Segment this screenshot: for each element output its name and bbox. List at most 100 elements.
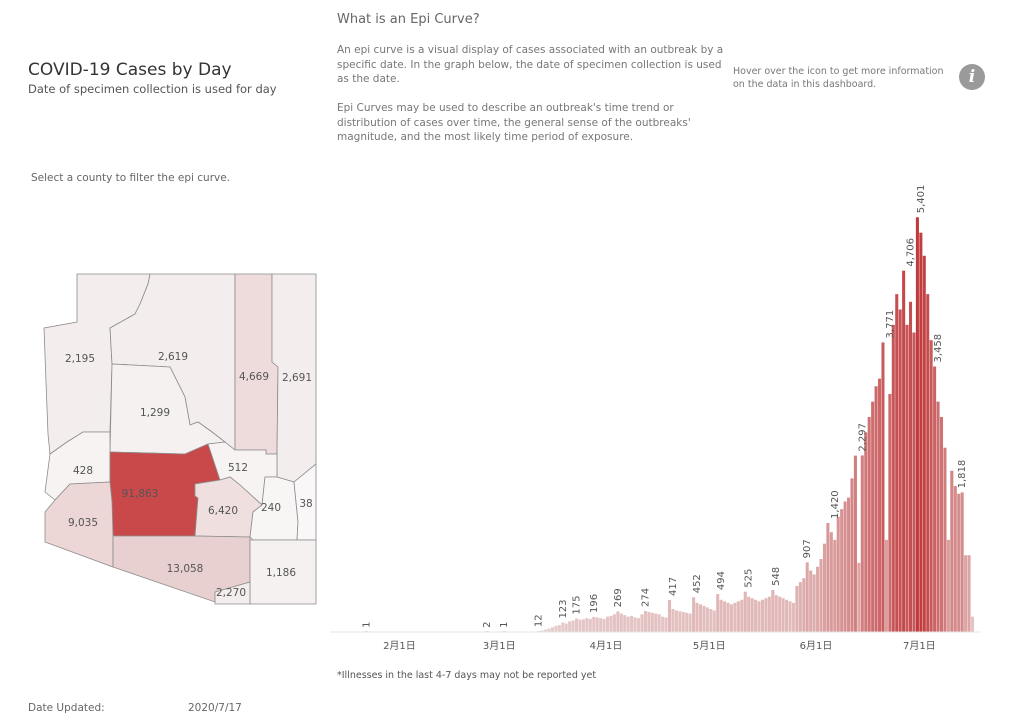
bar[interactable] — [888, 393, 892, 632]
bar[interactable] — [599, 618, 603, 632]
bar[interactable] — [661, 616, 665, 632]
bar[interactable] — [650, 612, 654, 632]
county-santa-cruz[interactable] — [214, 581, 251, 605]
bar[interactable] — [798, 582, 802, 632]
bar[interactable] — [822, 543, 826, 632]
county-cochise[interactable] — [249, 539, 317, 605]
bar[interactable] — [788, 601, 792, 632]
bar[interactable] — [719, 599, 723, 632]
bar[interactable] — [592, 616, 596, 632]
bar[interactable] — [812, 574, 816, 632]
bar[interactable] — [964, 555, 968, 632]
bar[interactable] — [919, 232, 923, 632]
bar[interactable] — [723, 601, 727, 632]
bar[interactable] — [774, 595, 778, 632]
bar[interactable] — [847, 497, 851, 632]
bar[interactable] — [881, 342, 885, 632]
bar[interactable] — [557, 625, 561, 632]
bar[interactable] — [702, 605, 706, 632]
bar[interactable] — [867, 417, 871, 632]
bar[interactable] — [915, 217, 919, 632]
bar[interactable] — [647, 612, 651, 632]
bar[interactable] — [829, 532, 833, 632]
bar[interactable] — [850, 478, 854, 632]
bar[interactable] — [657, 614, 661, 632]
bar[interactable] — [743, 591, 747, 632]
bar[interactable] — [819, 559, 823, 632]
bar[interactable] — [946, 539, 950, 632]
bar[interactable] — [623, 615, 627, 632]
bar[interactable] — [674, 610, 678, 633]
bar[interactable] — [729, 604, 734, 632]
bar[interactable] — [578, 619, 582, 632]
bar[interactable] — [809, 570, 813, 632]
bar[interactable] — [544, 629, 548, 632]
bar[interactable] — [902, 270, 906, 632]
bar[interactable] — [857, 562, 861, 632]
bar[interactable] — [588, 618, 592, 632]
bar[interactable] — [754, 599, 758, 632]
bar[interactable] — [933, 366, 937, 632]
bar[interactable] — [633, 617, 637, 632]
bar[interactable] — [905, 324, 909, 632]
bar[interactable] — [884, 539, 888, 632]
bar[interactable] — [561, 622, 565, 632]
bar[interactable] — [547, 628, 551, 632]
bar[interactable] — [795, 585, 799, 632]
bar[interactable] — [833, 539, 837, 632]
bar[interactable] — [853, 455, 857, 632]
bar[interactable] — [709, 608, 713, 632]
bar[interactable] — [771, 589, 775, 632]
bar[interactable] — [585, 618, 589, 632]
bar[interactable] — [757, 601, 761, 632]
bar[interactable] — [967, 555, 971, 632]
bar[interactable] — [695, 602, 699, 632]
bar[interactable] — [667, 599, 672, 632]
bar[interactable] — [826, 522, 830, 632]
bar[interactable] — [664, 617, 668, 632]
bar[interactable] — [581, 619, 585, 632]
bar[interactable] — [564, 623, 568, 632]
bar[interactable] — [540, 630, 544, 632]
bar[interactable] — [922, 255, 926, 632]
bar[interactable] — [747, 596, 751, 632]
bar[interactable] — [898, 309, 902, 633]
bar[interactable] — [636, 618, 641, 632]
bar[interactable] — [681, 612, 685, 632]
bar[interactable] — [716, 594, 720, 632]
bar[interactable] — [791, 602, 795, 632]
bar[interactable] — [630, 615, 634, 632]
bar[interactable] — [785, 599, 789, 632]
bar[interactable] — [802, 578, 806, 632]
bar[interactable] — [678, 611, 682, 632]
bar[interactable] — [871, 401, 875, 632]
bar[interactable] — [908, 301, 913, 632]
bar[interactable] — [609, 615, 613, 632]
bar[interactable] — [970, 616, 975, 632]
bar[interactable] — [816, 566, 820, 632]
bar[interactable] — [568, 621, 572, 632]
bar[interactable] — [895, 294, 899, 632]
bar[interactable] — [953, 486, 957, 632]
bar[interactable] — [929, 340, 933, 632]
bar[interactable] — [726, 602, 730, 632]
bar[interactable] — [626, 616, 630, 632]
bar[interactable] — [836, 516, 840, 632]
bar[interactable] — [705, 607, 709, 632]
info-icon[interactable]: i — [959, 64, 985, 90]
bar[interactable] — [764, 598, 768, 632]
bar[interactable] — [936, 401, 940, 632]
bar[interactable] — [671, 608, 675, 632]
bar[interactable] — [685, 612, 689, 632]
bar[interactable] — [957, 493, 961, 632]
bar[interactable] — [733, 602, 737, 632]
bar[interactable] — [960, 492, 964, 632]
bar[interactable] — [864, 432, 868, 632]
bar[interactable] — [554, 625, 558, 632]
bar[interactable] — [616, 611, 620, 632]
bar[interactable] — [712, 610, 716, 633]
bar[interactable] — [912, 332, 916, 632]
bar[interactable] — [843, 501, 847, 632]
bar[interactable] — [750, 598, 754, 632]
bar[interactable] — [602, 618, 606, 632]
